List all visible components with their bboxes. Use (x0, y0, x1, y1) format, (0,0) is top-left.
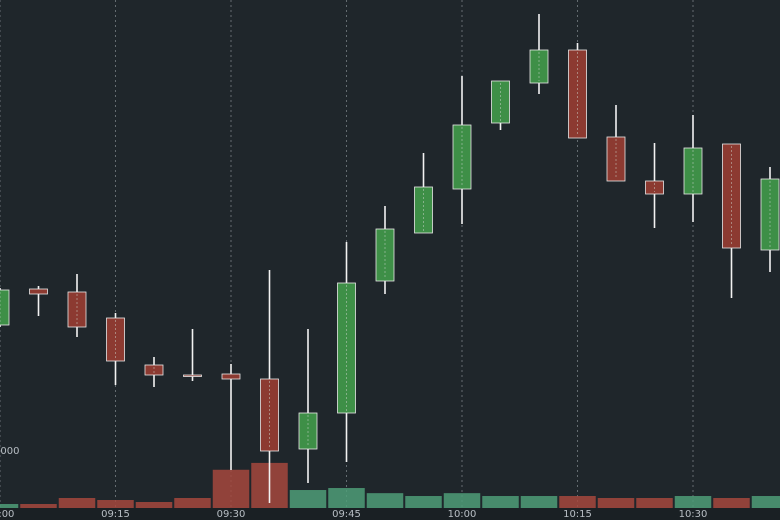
x-tick-label: 09:15 (101, 509, 130, 520)
volume-bar (212, 469, 250, 508)
volume-bar (328, 488, 365, 508)
x-tick-label: 10:00 (448, 509, 477, 520)
volume-bar (135, 502, 173, 508)
volume-bar (520, 496, 558, 508)
volume-bar (174, 498, 211, 508)
candle-body (67, 291, 87, 328)
volume-bar (597, 498, 635, 508)
volume-bar (20, 504, 57, 508)
volume-bar (443, 493, 481, 508)
candle-body (529, 49, 549, 84)
x-tick-label: 10:15 (563, 509, 592, 520)
x-axis-strip (0, 508, 780, 520)
x-tick-label: 09:30 (217, 509, 246, 520)
volume-bar (366, 493, 404, 508)
volume-bar (405, 496, 442, 508)
candle-body (29, 288, 48, 295)
x-tick-label: 10:30 (679, 509, 708, 520)
volume-bar (482, 496, 519, 508)
x-tick-label: 09:00 (0, 509, 14, 520)
y2-tick-label: 1000 (0, 446, 19, 457)
volume-bar (559, 496, 596, 508)
candle-body (0, 289, 10, 326)
volume-bar (713, 498, 750, 508)
volume-bar (289, 490, 327, 508)
volume-bar (0, 504, 19, 508)
volume-bar (636, 498, 673, 508)
candle-body (106, 317, 125, 362)
volume-bar (751, 496, 780, 508)
volume-bar (674, 496, 712, 508)
volume-bar (97, 500, 134, 508)
candle-body (221, 373, 241, 380)
candle-body (337, 282, 356, 414)
candle-body (183, 374, 202, 377)
volume-bar (58, 498, 96, 508)
candle-body (491, 80, 510, 124)
x-tick-label: 09:45 (332, 509, 361, 520)
candle-body (144, 364, 164, 376)
